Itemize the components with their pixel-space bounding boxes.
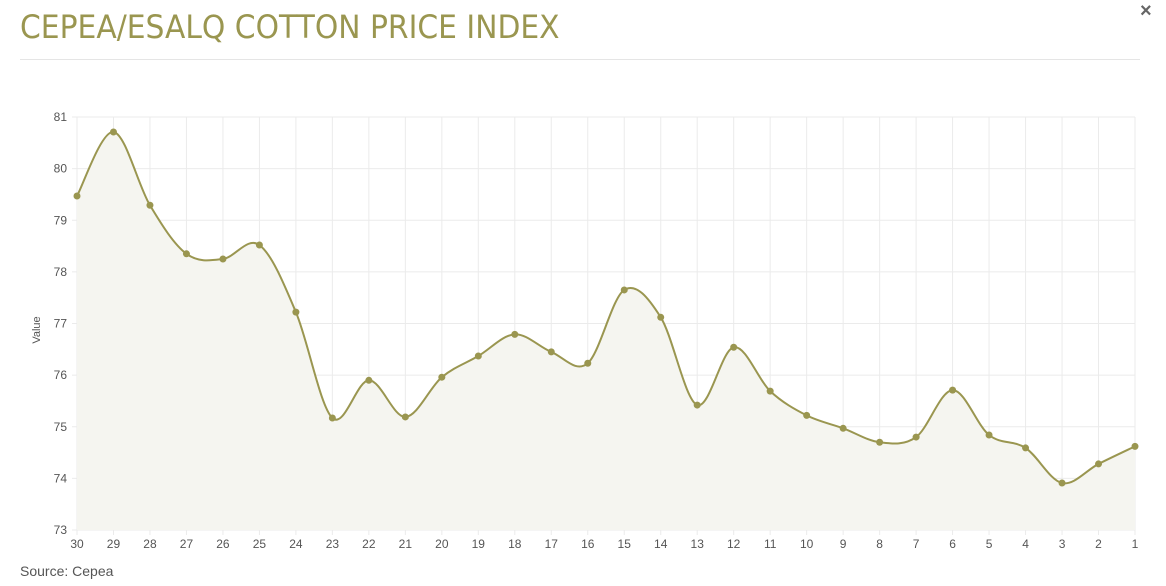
data-point[interactable] (1022, 444, 1030, 452)
x-tick-label: 17 (545, 537, 559, 551)
y-tick-label: 78 (54, 265, 68, 279)
x-tick-label: 27 (180, 537, 194, 551)
data-point[interactable] (182, 250, 190, 258)
y-tick-label: 77 (54, 317, 68, 331)
x-tick-label: 18 (508, 537, 522, 551)
data-point[interactable] (401, 413, 409, 421)
data-point[interactable] (292, 308, 300, 316)
data-point[interactable] (219, 255, 227, 263)
close-icon[interactable]: × (1140, 0, 1152, 22)
x-tick-label: 10 (800, 537, 814, 551)
page-title: CEPEA/ESALQ COTTON PRICE INDEX (20, 8, 560, 46)
data-point[interactable] (365, 376, 373, 384)
x-tick-label: 1 (1132, 537, 1139, 551)
data-point[interactable] (73, 192, 81, 200)
x-tick-label: 3 (1059, 537, 1066, 551)
x-tick-label: 14 (654, 537, 668, 551)
data-point[interactable] (730, 343, 738, 351)
x-tick-label: 24 (289, 537, 303, 551)
x-tick-label: 22 (362, 537, 376, 551)
data-point[interactable] (803, 411, 811, 419)
data-point[interactable] (474, 352, 482, 360)
data-point[interactable] (949, 386, 957, 394)
x-tick-label: 30 (70, 537, 84, 551)
data-point[interactable] (146, 201, 154, 209)
x-tick-label: 25 (253, 537, 267, 551)
x-tick-label: 8 (876, 537, 883, 551)
source-note: Source: Cepea (20, 563, 114, 579)
x-tick-label: 7 (913, 537, 920, 551)
x-tick-label: 20 (435, 537, 449, 551)
y-tick-label: 76 (54, 368, 68, 382)
data-point[interactable] (109, 128, 117, 136)
x-tick-label: 23 (326, 537, 340, 551)
x-tick-label: 15 (618, 537, 632, 551)
data-point[interactable] (547, 348, 555, 356)
data-point[interactable] (511, 330, 519, 338)
data-point[interactable] (693, 401, 701, 409)
x-tick-label: 11 (764, 537, 777, 551)
y-tick-label: 81 (54, 110, 68, 124)
x-tick-label: 21 (399, 537, 413, 551)
divider (20, 59, 1140, 60)
y-tick-label: 74 (54, 471, 68, 485)
data-point[interactable] (912, 433, 920, 441)
area-fill (77, 131, 1135, 531)
y-axis-label: Value (31, 316, 43, 343)
data-point[interactable] (584, 359, 592, 367)
x-tick-label: 2 (1095, 537, 1102, 551)
x-tick-label: 5 (986, 537, 993, 551)
data-point[interactable] (255, 241, 263, 249)
x-tick-label: 19 (472, 537, 486, 551)
data-point[interactable] (328, 414, 336, 422)
y-tick-label: 75 (54, 420, 68, 434)
x-tick-label: 29 (107, 537, 121, 551)
data-point[interactable] (1131, 442, 1139, 450)
data-point[interactable] (839, 424, 847, 432)
data-point[interactable] (1095, 460, 1103, 468)
x-tick-label: 26 (216, 537, 230, 551)
x-tick-label: 28 (143, 537, 157, 551)
y-tick-label: 80 (54, 162, 68, 176)
x-tick-label: 9 (840, 537, 847, 551)
y-tick-label: 79 (54, 213, 68, 227)
y-tick-label: 73 (54, 523, 68, 537)
data-point[interactable] (1058, 479, 1066, 487)
data-point[interactable] (766, 387, 774, 395)
x-tick-label: 16 (581, 537, 595, 551)
x-tick-label: 6 (949, 537, 956, 551)
data-point[interactable] (985, 431, 993, 439)
x-tick-label: 4 (1022, 537, 1029, 551)
data-point[interactable] (620, 286, 628, 294)
data-point[interactable] (876, 438, 884, 446)
x-tick-label: 13 (691, 537, 705, 551)
x-tick-label: 12 (727, 537, 741, 551)
data-point[interactable] (657, 313, 665, 321)
data-point[interactable] (438, 373, 446, 381)
